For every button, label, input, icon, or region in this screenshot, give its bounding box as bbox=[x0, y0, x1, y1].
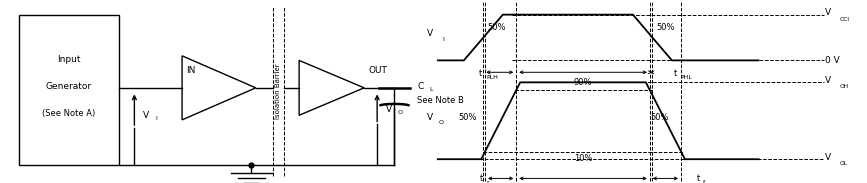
Text: V: V bbox=[825, 76, 831, 85]
Text: C: C bbox=[417, 81, 423, 91]
Text: t: t bbox=[479, 69, 482, 78]
Text: 90%: 90% bbox=[574, 78, 592, 87]
Text: V: V bbox=[386, 105, 392, 114]
Text: PHL: PHL bbox=[680, 75, 692, 80]
Text: 50%: 50% bbox=[657, 23, 675, 32]
Text: See Note B: See Note B bbox=[417, 96, 464, 105]
Text: t: t bbox=[697, 174, 700, 183]
Text: Generator: Generator bbox=[46, 82, 92, 91]
Text: 50%: 50% bbox=[459, 113, 477, 122]
Text: I: I bbox=[442, 37, 444, 42]
Text: OH: OH bbox=[839, 84, 849, 89]
Text: t: t bbox=[480, 174, 484, 183]
Text: PLH: PLH bbox=[486, 75, 498, 80]
Text: CCI: CCI bbox=[839, 17, 850, 22]
Text: Isolation Barrier: Isolation Barrier bbox=[276, 64, 281, 119]
Text: (See Note A): (See Note A) bbox=[42, 109, 95, 118]
Text: 10%: 10% bbox=[574, 154, 592, 163]
Text: L: L bbox=[429, 87, 433, 92]
Text: V: V bbox=[825, 8, 831, 17]
Text: O: O bbox=[398, 110, 403, 115]
Text: V: V bbox=[143, 111, 149, 120]
Text: V: V bbox=[825, 153, 831, 162]
Text: V: V bbox=[427, 29, 434, 38]
Text: O: O bbox=[439, 120, 444, 125]
Text: 0 V: 0 V bbox=[825, 56, 840, 65]
Text: 50%: 50% bbox=[487, 23, 506, 32]
Bar bbox=[19, 15, 119, 165]
Text: r: r bbox=[487, 180, 490, 183]
Text: 50%: 50% bbox=[650, 113, 668, 122]
Text: V: V bbox=[427, 113, 434, 122]
Text: OUT: OUT bbox=[368, 66, 388, 75]
Text: I: I bbox=[155, 115, 157, 121]
Text: Input: Input bbox=[57, 55, 81, 64]
Text: t: t bbox=[675, 69, 677, 78]
Text: IN: IN bbox=[186, 66, 196, 75]
Text: OL: OL bbox=[839, 161, 847, 166]
Text: f: f bbox=[703, 180, 705, 183]
